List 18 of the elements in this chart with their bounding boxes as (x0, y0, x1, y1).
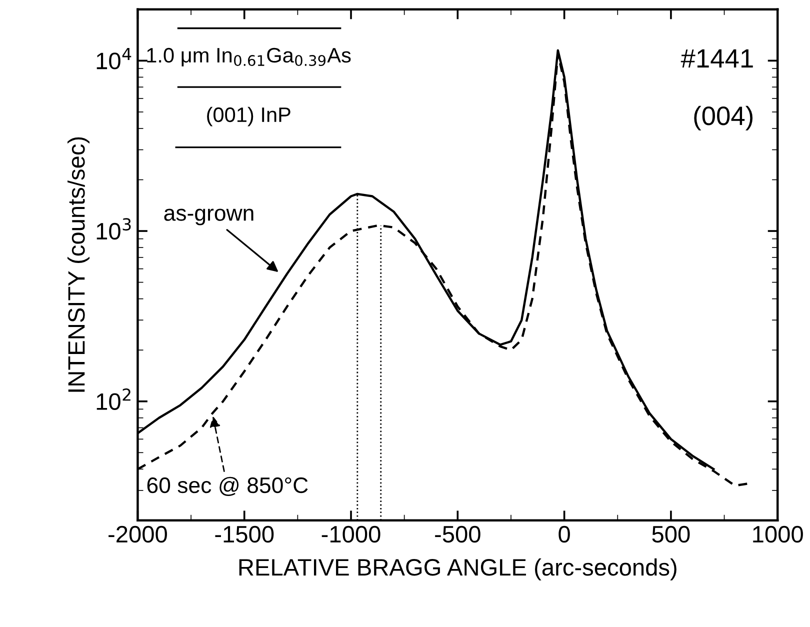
annotation: (001) InP (207, 106, 290, 126)
x-axis-title: RELATIVE BRAGG ANGLE (arc-seconds) (239, 558, 676, 580)
annotation: (004) (694, 106, 753, 130)
y-tick-label: 10$^{2}$ (96, 388, 130, 410)
annotation: 60 sec @ 850°C (147, 476, 308, 496)
x-tick-label: -1000 (322, 526, 380, 543)
y-axis-title: INTENSITY (counts/sec) (67, 137, 90, 392)
annotation: as-grown (164, 208, 254, 226)
x-tick-label: 1000 (753, 526, 803, 543)
x-tick-label: -2000 (108, 526, 167, 543)
x-tick-label: 0 (558, 526, 570, 543)
x-tick-label: -1500 (215, 526, 274, 543)
x-tick-label: -500 (435, 526, 480, 543)
annotation: #1441 (680, 49, 753, 68)
x-tick-label: 500 (652, 526, 690, 543)
y-tick-label: 10$^{4}$ (96, 48, 132, 70)
y-tick-label: 10$^{3}$ (96, 218, 131, 240)
annotation: 1.0 μm In$_{0.61}$Ga$_{0.39}$As (147, 48, 351, 66)
